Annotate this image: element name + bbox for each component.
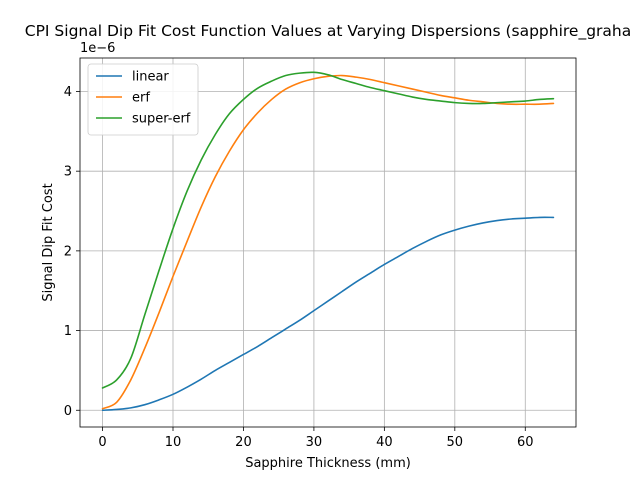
grid [80,58,576,427]
y-axis-label: Signal Dip Fit Cost [41,183,56,301]
series-line-linear [101,216,555,412]
x-tick-label: 60 [517,435,534,450]
plot-frame [79,57,577,428]
x-tick-label: 50 [447,435,464,450]
x-tick-label: 20 [235,435,252,450]
x-tick-label: 0 [98,435,106,450]
series-line-erf [101,74,555,410]
x-tick-label: 10 [165,435,182,450]
chart-title: CPI Signal Dip Fit Cost Function Values … [25,22,632,41]
y-tick-label: 2 [64,244,72,259]
x-tick-label: 40 [376,435,393,450]
legend-label-super-erf: super-erf [132,112,191,127]
axis-ticks: 0 10 20 30 40 50 60 0 1 2 3 4 [64,85,534,450]
x-axis-label: Sapphire Thickness (mm) [245,456,411,471]
y-tick-label: 0 [64,404,72,419]
series-line-super-erf [101,71,555,389]
y-tick-label: 4 [64,85,72,100]
y-axis-scale-offset: 1e−6 [80,41,115,56]
legend: linear erf super-erf [87,63,199,136]
x-tick-label: 30 [306,435,323,450]
legend-label-linear: linear [132,70,169,85]
series-layer [101,71,555,412]
legend-label-erf: erf [132,91,150,106]
y-tick-label: 3 [64,165,72,180]
y-tick-label: 1 [64,324,72,339]
